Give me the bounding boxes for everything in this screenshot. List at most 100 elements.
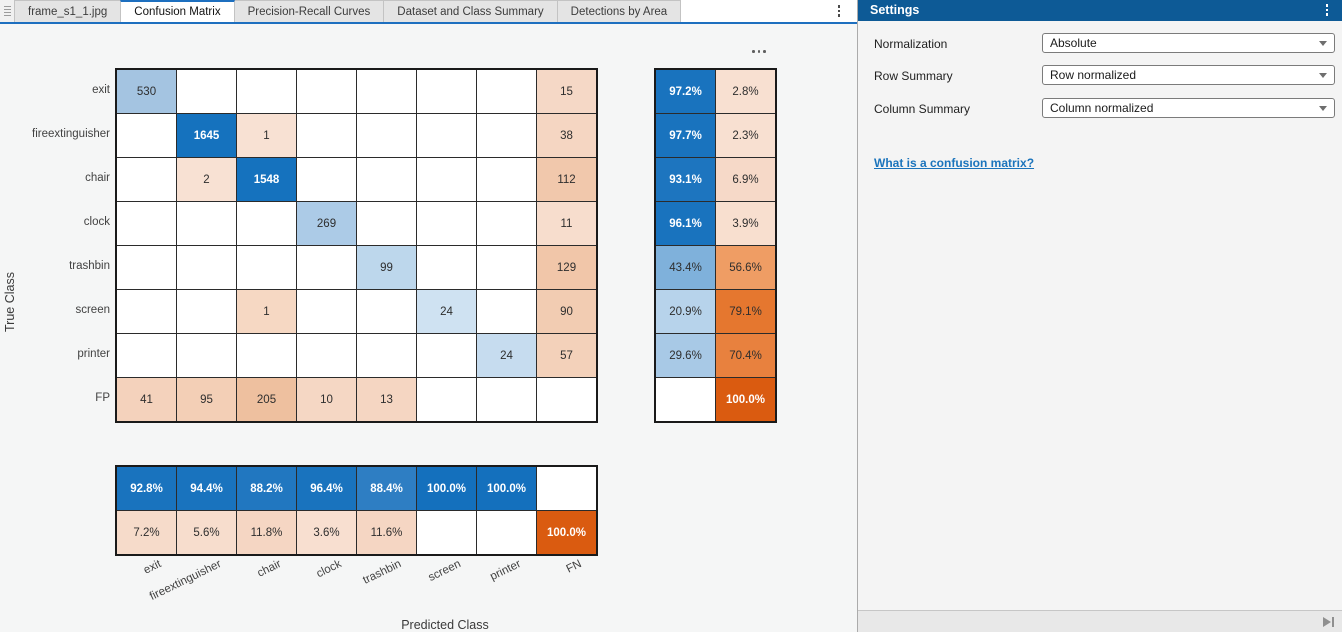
matrix-cell (297, 246, 356, 289)
tab-detections-by-area[interactable]: Detections by Area (556, 0, 682, 22)
matrix-cell (177, 202, 236, 245)
document-tab-bar: frame_s1_1.jpg Confusion Matrix Precision-… (0, 0, 857, 24)
matrix-cell (177, 70, 236, 113)
matrix-cell (477, 511, 536, 554)
matrix-cell: 112 (537, 158, 596, 201)
col-label-clock: clock (314, 558, 344, 581)
matrix-cell: 1 (237, 290, 296, 333)
matrix-cell: 43.4% (656, 246, 715, 289)
matrix-cell (417, 378, 476, 421)
normalization-label: Normalization (874, 37, 948, 51)
tab-confusion-matrix[interactable]: Confusion Matrix (120, 0, 235, 22)
chevron-down-icon (1319, 41, 1327, 46)
matrix-cell (357, 114, 416, 157)
chevron-down-icon (1319, 73, 1327, 78)
row-summary-value: Row normalized (1050, 68, 1137, 82)
matrix-cell: 129 (537, 246, 596, 289)
matrix-cell: 24 (417, 290, 476, 333)
column-summary-label: Column Summary (874, 102, 971, 116)
matrix-cell: 100.0% (716, 378, 775, 421)
matrix-cell (656, 378, 715, 421)
col-label-trashbin: trashbin (361, 558, 404, 587)
matrix-cell: 10 (297, 378, 356, 421)
matrix-cell: 90 (537, 290, 596, 333)
column-summary-grid: 92.8% 94.4% 88.2% 96.4% 88.4% 100.0% 100.0% 7.2… (115, 465, 598, 556)
matrix-cell (417, 70, 476, 113)
column-summary-value: Column normalized (1050, 101, 1154, 115)
scroll-right-icon[interactable] (1321, 616, 1336, 628)
matrix-cell (477, 290, 536, 333)
matrix-cell: 2 (177, 158, 236, 201)
matrix-cell: 3.6% (297, 511, 356, 554)
matrix-cell (357, 158, 416, 201)
tab-dataset-and-class-summary[interactable]: Dataset and Class Summary (383, 0, 558, 22)
confusion-matrix-figure: 530 15 1645 1 38 2 1548 112 269 11 99 129 1 24 90 24 57 4… (0, 26, 857, 632)
row-label-screen: screen (75, 303, 110, 316)
matrix-cell: 94.4% (177, 467, 236, 510)
matrix-cell: 95 (177, 378, 236, 421)
matrix-cell: 7.2% (117, 511, 176, 554)
col-label-fn: FN (564, 558, 584, 576)
matrix-cell (297, 290, 356, 333)
row-label-fireextinguisher: fireextinguisher (32, 127, 110, 140)
matrix-cell (477, 70, 536, 113)
row-summary-label: Row Summary (874, 69, 953, 83)
matrix-cell (537, 378, 596, 421)
matrix-cell: 269 (297, 202, 356, 245)
matrix-cell: 530 (117, 70, 176, 113)
matrix-cell (297, 70, 356, 113)
matrix-cell: 1548 (237, 158, 296, 201)
tab-overflow-kebab-icon[interactable] (835, 5, 843, 19)
matrix-cell: 41 (117, 378, 176, 421)
tab-strip: frame_s1_1.jpg Confusion Matrix Precision-… (14, 0, 682, 22)
matrix-cell (297, 334, 356, 377)
matrix-cell: 96.1% (656, 202, 715, 245)
matrix-cell (117, 202, 176, 245)
matrix-cell: 3.9% (716, 202, 775, 245)
settings-kebab-icon[interactable] (1323, 4, 1331, 18)
matrix-cell: 2.3% (716, 114, 775, 157)
matrix-cell (477, 202, 536, 245)
matrix-cell: 97.7% (656, 114, 715, 157)
col-label-chair: chair (255, 558, 284, 580)
row-summary-dropdown[interactable]: Row normalized (1042, 65, 1335, 85)
matrix-cell (417, 114, 476, 157)
matrix-cell (117, 158, 176, 201)
confusion-matrix-help-link[interactable]: What is a confusion matrix? (874, 156, 1035, 170)
matrix-cell: 100.0% (537, 511, 596, 554)
row-label-fp: FP (95, 391, 110, 404)
matrix-cell: 1645 (177, 114, 236, 157)
matrix-cell (117, 114, 176, 157)
matrix-cell: 93.1% (656, 158, 715, 201)
matrix-cell (417, 511, 476, 554)
matrix-cell (297, 158, 356, 201)
axes-toolbar-ellipsis-icon[interactable] (752, 50, 766, 53)
tab-frame-s1-1-jpg[interactable]: frame_s1_1.jpg (14, 0, 122, 22)
col-label-printer: printer (488, 558, 524, 584)
column-summary-dropdown[interactable]: Column normalized (1042, 98, 1335, 118)
matrix-cell: 88.4% (357, 467, 416, 510)
matrix-cell: 1 (237, 114, 296, 157)
matrix-cell: 70.4% (716, 334, 775, 377)
x-axis-title: Predicted Class (401, 618, 489, 632)
matrix-cell: 56.6% (716, 246, 775, 289)
normalization-dropdown[interactable]: Absolute (1042, 33, 1335, 53)
matrix-cell: 96.4% (297, 467, 356, 510)
confusion-matrix-grid: 530 15 1645 1 38 2 1548 112 269 11 99 129 1 24 90 24 57 4… (115, 68, 598, 423)
matrix-cell (117, 246, 176, 289)
matrix-cell (357, 202, 416, 245)
matrix-cell (417, 158, 476, 201)
matrix-cell (177, 246, 236, 289)
tab-precision-recall-curves[interactable]: Precision-Recall Curves (233, 0, 385, 22)
matrix-cell: 11.8% (237, 511, 296, 554)
dock-grip-icon[interactable] (0, 0, 14, 22)
matrix-cell: 6.9% (716, 158, 775, 201)
matrix-cell: 100.0% (477, 467, 536, 510)
matrix-cell (297, 114, 356, 157)
settings-title: Settings (870, 3, 920, 17)
panel-scrollbar[interactable] (858, 610, 1342, 632)
normalization-value: Absolute (1050, 36, 1097, 50)
matrix-cell (477, 378, 536, 421)
matrix-cell (417, 246, 476, 289)
